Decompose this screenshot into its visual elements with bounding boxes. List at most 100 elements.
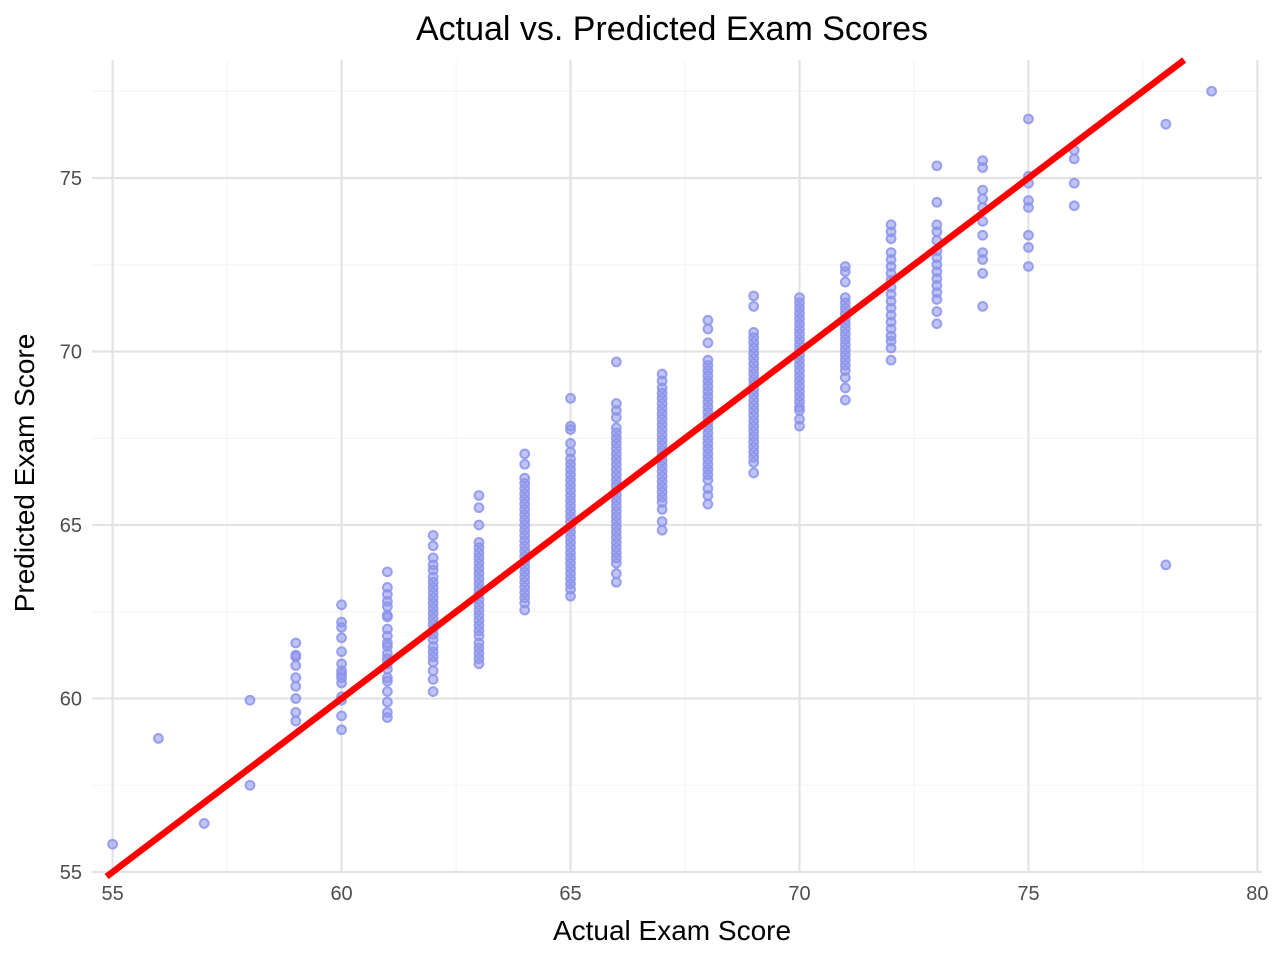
data-point xyxy=(290,693,302,704)
data-point xyxy=(839,372,851,383)
data-point xyxy=(702,490,714,501)
data-point xyxy=(1023,202,1034,213)
data-point xyxy=(290,672,302,684)
data-point xyxy=(473,502,485,514)
data-point xyxy=(336,646,347,658)
data-point xyxy=(519,604,531,616)
reference-line xyxy=(104,57,1187,880)
data-point xyxy=(427,686,439,697)
data-point xyxy=(427,540,439,552)
x-axis-title: Actual Exam Score xyxy=(553,915,791,946)
data-point xyxy=(290,660,302,671)
data-point xyxy=(702,337,714,349)
data-point xyxy=(198,818,210,829)
data-point xyxy=(748,300,760,312)
x-tick-label: 80 xyxy=(1246,883,1268,905)
data-point xyxy=(977,162,989,173)
data-point xyxy=(610,356,622,368)
x-tick-label: 70 xyxy=(788,883,810,905)
data-point xyxy=(610,557,622,569)
major-gridlines xyxy=(92,60,1262,874)
y-axis-ticks: 55 60 65 70 75 xyxy=(60,168,82,884)
data-point xyxy=(656,524,668,536)
data-point xyxy=(473,490,485,501)
data-point xyxy=(427,530,439,541)
data-point xyxy=(1068,177,1080,189)
x-tick-label: 65 xyxy=(559,883,581,905)
data-point xyxy=(565,438,576,449)
data-point xyxy=(794,405,805,416)
data-point xyxy=(336,632,347,644)
data-point xyxy=(977,229,989,241)
data-point xyxy=(839,382,851,394)
data-point xyxy=(1206,85,1218,97)
data-point xyxy=(748,467,760,479)
data-point xyxy=(427,656,439,668)
data-point xyxy=(702,498,714,510)
data-point xyxy=(565,424,576,435)
data-point xyxy=(290,651,302,663)
data-point xyxy=(885,342,897,354)
data-point xyxy=(427,665,439,677)
x-tick-label: 55 xyxy=(101,883,123,905)
data-point xyxy=(381,675,393,687)
data-point xyxy=(748,457,760,468)
data-point xyxy=(702,314,714,326)
data-point xyxy=(381,611,393,623)
data-point xyxy=(931,294,943,305)
data-point xyxy=(519,448,531,460)
data-point xyxy=(1023,113,1034,125)
minor-gridlines xyxy=(92,60,1262,872)
data-point xyxy=(244,779,256,791)
data-point xyxy=(885,233,897,245)
data-point xyxy=(1023,261,1034,272)
data-point xyxy=(839,394,851,406)
data-point xyxy=(702,323,714,335)
x-axis-ticks: 55 60 65 70 75 80 xyxy=(101,883,1268,905)
data-point xyxy=(473,519,485,531)
data-point xyxy=(656,503,668,515)
data-point xyxy=(931,226,943,238)
data-point xyxy=(381,566,393,578)
data-point xyxy=(381,712,393,723)
data-point xyxy=(977,268,989,279)
data-point xyxy=(1068,153,1080,165)
data-point xyxy=(381,696,393,708)
data-point xyxy=(290,706,302,718)
data-point xyxy=(839,276,851,288)
data-point xyxy=(565,590,576,602)
data-point xyxy=(381,686,393,697)
data-point xyxy=(1160,559,1172,571)
data-point xyxy=(885,354,897,366)
data-point xyxy=(610,576,622,588)
data-point xyxy=(519,458,531,470)
data-point xyxy=(290,680,302,692)
data-point xyxy=(977,193,989,205)
y-tick-label: 70 xyxy=(60,341,82,363)
data-point xyxy=(152,733,164,744)
data-point xyxy=(244,694,256,706)
data-point xyxy=(336,621,347,633)
data-point xyxy=(702,474,714,486)
data-point xyxy=(656,516,668,527)
data-point xyxy=(839,266,851,278)
data-point xyxy=(336,724,347,736)
data-point xyxy=(931,306,943,317)
data-point xyxy=(977,254,989,265)
data-point xyxy=(427,674,439,685)
data-point xyxy=(1023,241,1034,253)
data-point xyxy=(931,196,943,208)
chart-title: Actual vs. Predicted Exam Scores xyxy=(416,10,928,48)
data-point xyxy=(977,184,989,196)
data-point xyxy=(1023,229,1034,241)
data-point xyxy=(610,412,622,423)
data-point xyxy=(336,710,347,722)
y-tick-label: 65 xyxy=(60,515,82,537)
x-tick-label: 60 xyxy=(330,883,352,905)
data-point xyxy=(794,420,805,432)
data-point xyxy=(565,392,576,404)
data-point xyxy=(977,300,989,312)
data-point xyxy=(473,658,485,670)
y-tick-label: 75 xyxy=(60,168,82,190)
